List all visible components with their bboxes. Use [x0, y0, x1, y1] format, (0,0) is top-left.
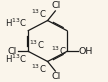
Text: OH: OH — [78, 47, 92, 56]
Text: Cl: Cl — [8, 47, 17, 56]
Text: H$^{13}$C: H$^{13}$C — [5, 53, 27, 65]
Text: Cl: Cl — [51, 1, 60, 10]
Text: Cl: Cl — [51, 72, 60, 81]
Text: $^{13}$C: $^{13}$C — [51, 44, 66, 57]
Text: $^{13}$C: $^{13}$C — [31, 7, 47, 20]
Text: $^{13}$C: $^{13}$C — [31, 62, 47, 75]
Text: $^{13}$C: $^{13}$C — [29, 38, 44, 51]
Text: H$^{13}$C: H$^{13}$C — [5, 17, 27, 29]
